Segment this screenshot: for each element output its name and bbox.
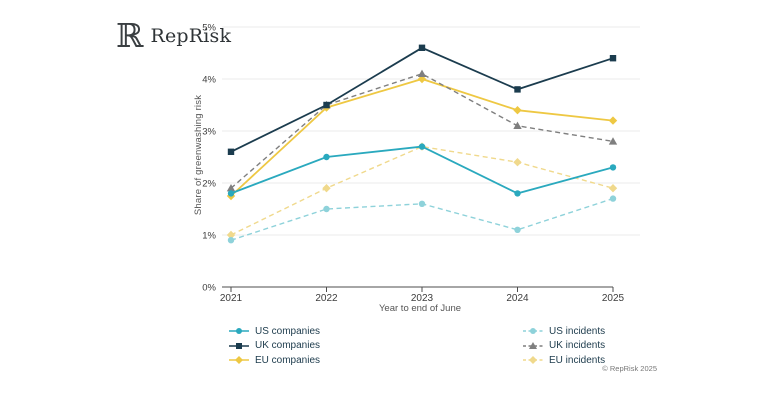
uk-companies-marker-icon xyxy=(229,342,249,349)
svg-text:4%: 4% xyxy=(202,75,216,86)
us-companies-marker-icon xyxy=(229,328,249,335)
svg-text:3%: 3% xyxy=(202,127,216,138)
greenwashing-risk-line-chart: 0% 1% 2% 3% 4% 5% 2021 2022 2023 2024 2025 xyxy=(202,23,640,304)
legend-column-incidents: US incidents UK incidents EU incidents xyxy=(523,324,683,368)
eu-incidents-marker-icon xyxy=(523,356,543,365)
eu-companies-marker-icon xyxy=(229,356,249,365)
svg-text:0%: 0% xyxy=(202,283,216,294)
legend-label: EU incidents xyxy=(549,354,606,366)
reprisk-logo: ℝ RepRisk xyxy=(116,18,231,54)
svg-text:2021: 2021 xyxy=(220,293,243,304)
legend-item-us-incidents: US incidents xyxy=(523,324,683,339)
legend-column-companies: US companies UK companies EU companies xyxy=(229,324,407,368)
legend-item-us-companies: US companies xyxy=(229,324,407,339)
legend-label: US incidents xyxy=(549,325,606,337)
copyright-notice: © RepRisk 2025 xyxy=(602,364,657,373)
svg-text:5%: 5% xyxy=(202,23,216,34)
svg-text:1%: 1% xyxy=(202,231,216,242)
uk-incidents-marker-icon xyxy=(523,341,543,349)
legend-label: UK companies xyxy=(255,340,321,352)
chart-legend: US companies UK companies EU companies U… xyxy=(229,324,683,368)
legend-label: US companies xyxy=(255,325,321,337)
x-axis-title: Year to end of June xyxy=(378,303,462,314)
legend-item-uk-companies: UK companies xyxy=(229,339,407,354)
legend-item-eu-incidents: EU incidents xyxy=(523,353,683,368)
svg-text:2025: 2025 xyxy=(602,293,625,304)
svg-text:2022: 2022 xyxy=(315,293,338,304)
legend-label: EU companies xyxy=(255,354,321,366)
svg-text:2%: 2% xyxy=(202,179,216,190)
svg-text:2024: 2024 xyxy=(506,293,529,304)
legend-item-eu-companies: EU companies xyxy=(229,353,407,368)
legend-item-uk-incidents: UK incidents xyxy=(523,339,683,354)
reprisk-monogram-icon: ℝ xyxy=(116,16,144,55)
reprisk-wordmark: RepRisk xyxy=(150,25,232,47)
us-incidents-marker-icon xyxy=(523,328,543,335)
legend-label: UK incidents xyxy=(549,340,606,352)
svg-text:2023: 2023 xyxy=(411,293,434,304)
